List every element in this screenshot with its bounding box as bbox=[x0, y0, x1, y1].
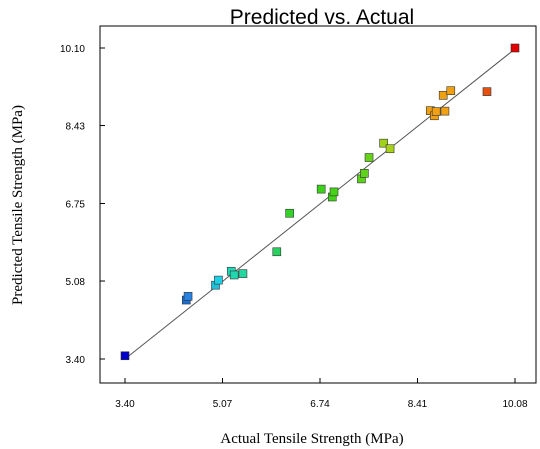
x-axis-label: Actual Tensile Strength (MPa) bbox=[220, 431, 403, 447]
plot-frame bbox=[99, 25, 537, 384]
data-point bbox=[329, 187, 339, 197]
data-point bbox=[446, 86, 456, 96]
data-points bbox=[120, 43, 520, 361]
data-point bbox=[431, 107, 441, 116]
data-point bbox=[364, 153, 374, 162]
data-point bbox=[229, 270, 239, 280]
x-tick-label: 6.74 bbox=[310, 399, 330, 410]
data-point bbox=[214, 275, 223, 285]
y-tick-label: 3.40 bbox=[66, 355, 86, 366]
data-point bbox=[183, 292, 193, 301]
y-tick-label: 5.08 bbox=[66, 277, 86, 288]
y-axis-ticks: 3.40 5.08 6.75 8.43 10.10 bbox=[60, 44, 105, 366]
x-tick-label: 3.40 bbox=[115, 399, 135, 410]
y-tick-label: 8.43 bbox=[66, 122, 86, 133]
data-point bbox=[482, 87, 492, 96]
data-point bbox=[316, 184, 326, 194]
x-tick-label: 10.08 bbox=[502, 399, 527, 410]
y-axis-label: Predicted Tensile Strength (MPa) bbox=[10, 105, 26, 305]
data-point bbox=[360, 169, 369, 178]
data-point bbox=[440, 106, 450, 116]
data-point bbox=[272, 247, 282, 257]
data-point bbox=[510, 43, 520, 53]
data-point bbox=[438, 91, 448, 100]
y-tick-label: 10.10 bbox=[60, 44, 85, 55]
chart-title: Predicted vs. Actual bbox=[230, 6, 414, 29]
data-point bbox=[385, 144, 395, 154]
data-point bbox=[379, 138, 388, 148]
x-tick-label: 8.41 bbox=[408, 399, 428, 410]
data-point bbox=[238, 269, 248, 278]
x-tick-label: 5.07 bbox=[213, 399, 233, 410]
data-point bbox=[285, 208, 294, 218]
fit-line bbox=[124, 48, 516, 360]
x-axis-ticks: 3.40 5.07 6.74 8.41 10.08 bbox=[115, 378, 528, 410]
y-tick-label: 6.75 bbox=[66, 200, 86, 211]
data-point bbox=[120, 351, 130, 361]
